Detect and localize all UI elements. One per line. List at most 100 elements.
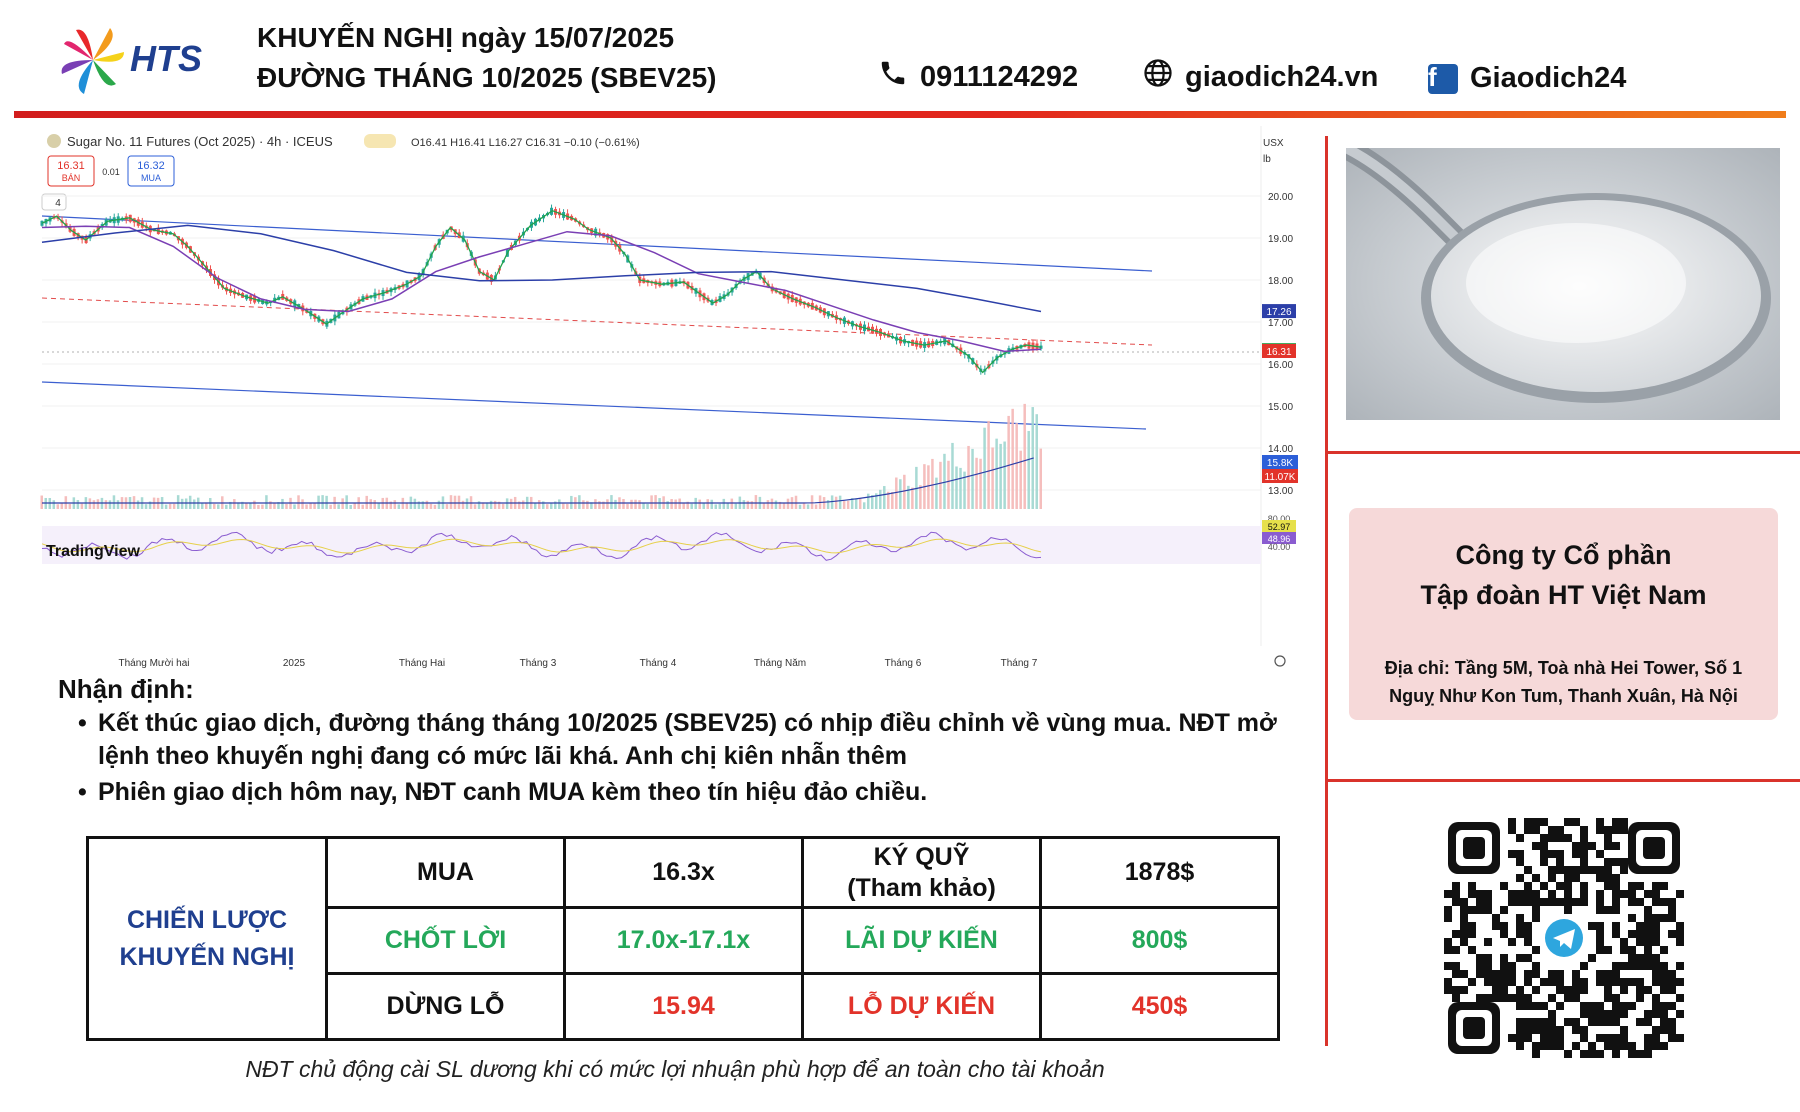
volume-bar xyxy=(726,503,730,509)
analysis-bullet-1-text: Kết thúc giao dịch, đường tháng tháng 10… xyxy=(98,709,1277,770)
qr-module xyxy=(1620,1010,1628,1018)
volume-bar xyxy=(168,503,172,509)
qr-module xyxy=(1676,930,1684,938)
qr-module xyxy=(1588,1002,1596,1010)
volume-bar xyxy=(931,458,934,509)
qr-module xyxy=(1556,1034,1564,1042)
qr-module xyxy=(1572,994,1580,1002)
phone-contact[interactable]: 0911124292 xyxy=(878,58,1078,96)
qr-module xyxy=(1620,1002,1628,1010)
collapse-count: 4 xyxy=(55,198,61,209)
qr-module xyxy=(1492,978,1500,986)
qr-module xyxy=(1508,826,1516,834)
facebook-contact[interactable]: f Giaodich24 xyxy=(1428,62,1626,95)
collapse-button[interactable] xyxy=(41,193,67,211)
volume-bar xyxy=(164,504,168,509)
qr-module xyxy=(1636,922,1644,930)
volume-bar xyxy=(838,495,842,509)
strategy-label-cell: CHIẾN LƯỢC KHUYẾN NGHỊ xyxy=(86,836,328,1041)
qr-module xyxy=(1556,986,1564,994)
volume-bar xyxy=(249,503,252,509)
qr-module xyxy=(1596,970,1604,978)
price-tag-label: 16.31 xyxy=(1266,347,1291,358)
volume-bar xyxy=(947,460,950,509)
qr-module xyxy=(1644,946,1652,954)
sell-button[interactable] xyxy=(47,155,95,187)
qr-module xyxy=(1500,994,1508,1002)
qr-module xyxy=(1556,1042,1564,1050)
table-row: CHIẾN LƯỢC KHUYẾN NGHỊ MUA 16.3x KÝ QUỸ … xyxy=(86,836,1280,1041)
qr-module xyxy=(1508,970,1516,978)
qr-module xyxy=(1532,946,1540,954)
qr-module xyxy=(1620,818,1628,826)
y-tick-label: 13.00 xyxy=(1268,486,1293,497)
qr-module xyxy=(1636,978,1644,986)
qr-module xyxy=(1524,890,1532,898)
qr-module xyxy=(1636,898,1644,906)
qr-module xyxy=(1572,842,1580,850)
unit-selector[interactable]: lb xyxy=(1263,154,1271,165)
company-name-line-1: Công ty Cổ phần xyxy=(1455,540,1672,570)
qr-module xyxy=(1548,850,1556,858)
volume-bar xyxy=(373,500,376,509)
volume-bar xyxy=(899,479,902,509)
qr-module xyxy=(1460,914,1468,922)
qr-module xyxy=(1596,938,1604,946)
qr-module xyxy=(1572,978,1580,986)
website-contact[interactable]: giaodich24.vn xyxy=(1143,58,1378,96)
qr-module xyxy=(1612,978,1620,986)
volume-bar xyxy=(473,504,477,509)
volume-bar xyxy=(116,500,120,509)
volume-bar xyxy=(1011,408,1014,509)
settings-icon[interactable] xyxy=(1274,655,1286,667)
volume-bar xyxy=(225,504,228,509)
action-cell: MUA xyxy=(325,836,566,909)
chart-canvas[interactable]: Sugar No. 11 Futures (Oct 2025) · 4h · I… xyxy=(36,126,1306,668)
qr-module xyxy=(1532,1050,1540,1058)
qr-module xyxy=(1644,890,1652,898)
qr-module xyxy=(1604,1042,1612,1050)
qr-module xyxy=(1612,1018,1620,1026)
telegram-qr-code[interactable] xyxy=(1444,818,1684,1058)
qr-module xyxy=(1556,850,1564,858)
qr-module xyxy=(1652,930,1660,938)
qr-module xyxy=(1644,1010,1652,1018)
qr-finder-top-left xyxy=(1448,822,1500,874)
x-tick-label: Tháng 7 xyxy=(1001,658,1038,668)
volume-bar xyxy=(321,495,324,509)
qr-module xyxy=(1476,890,1484,898)
qr-module xyxy=(1636,986,1644,994)
qr-module xyxy=(1604,970,1612,978)
qr-module xyxy=(1444,946,1452,954)
volume-bar xyxy=(537,500,541,509)
currency-selector[interactable]: USX xyxy=(1263,138,1284,149)
volume-bar xyxy=(477,501,481,509)
buy-button[interactable] xyxy=(127,155,175,187)
volume-bar xyxy=(814,504,818,509)
volume-bar xyxy=(461,500,465,509)
stop-loss-value-cell: 15.94 xyxy=(563,972,804,1041)
company-info-card: Công ty Cổ phần Tập đoàn HT Việt Nam Địa… xyxy=(1349,508,1778,720)
volume-bar xyxy=(277,502,280,509)
qr-module xyxy=(1588,842,1596,850)
volume-bar xyxy=(521,500,525,509)
qr-module xyxy=(1500,986,1508,994)
volume-bar xyxy=(200,503,204,509)
qr-module xyxy=(1612,818,1620,826)
qr-module xyxy=(1604,1010,1612,1018)
volume-bar xyxy=(301,499,304,509)
phone-number: 0911124292 xyxy=(920,60,1079,93)
x-tick-label: Tháng 6 xyxy=(885,658,922,668)
qr-module xyxy=(1596,890,1604,898)
qr-module xyxy=(1572,866,1580,874)
price-chart[interactable]: Sugar No. 11 Futures (Oct 2025) · 4h · I… xyxy=(36,126,1306,668)
qr-module xyxy=(1556,826,1564,834)
qr-module xyxy=(1548,890,1556,898)
volume-bar xyxy=(778,501,782,509)
qr-module xyxy=(1660,898,1668,906)
volume-bar xyxy=(80,503,84,509)
qr-module xyxy=(1532,842,1540,850)
volume-bar xyxy=(509,498,513,509)
volume-bar xyxy=(586,500,589,509)
qr-module xyxy=(1612,906,1620,914)
